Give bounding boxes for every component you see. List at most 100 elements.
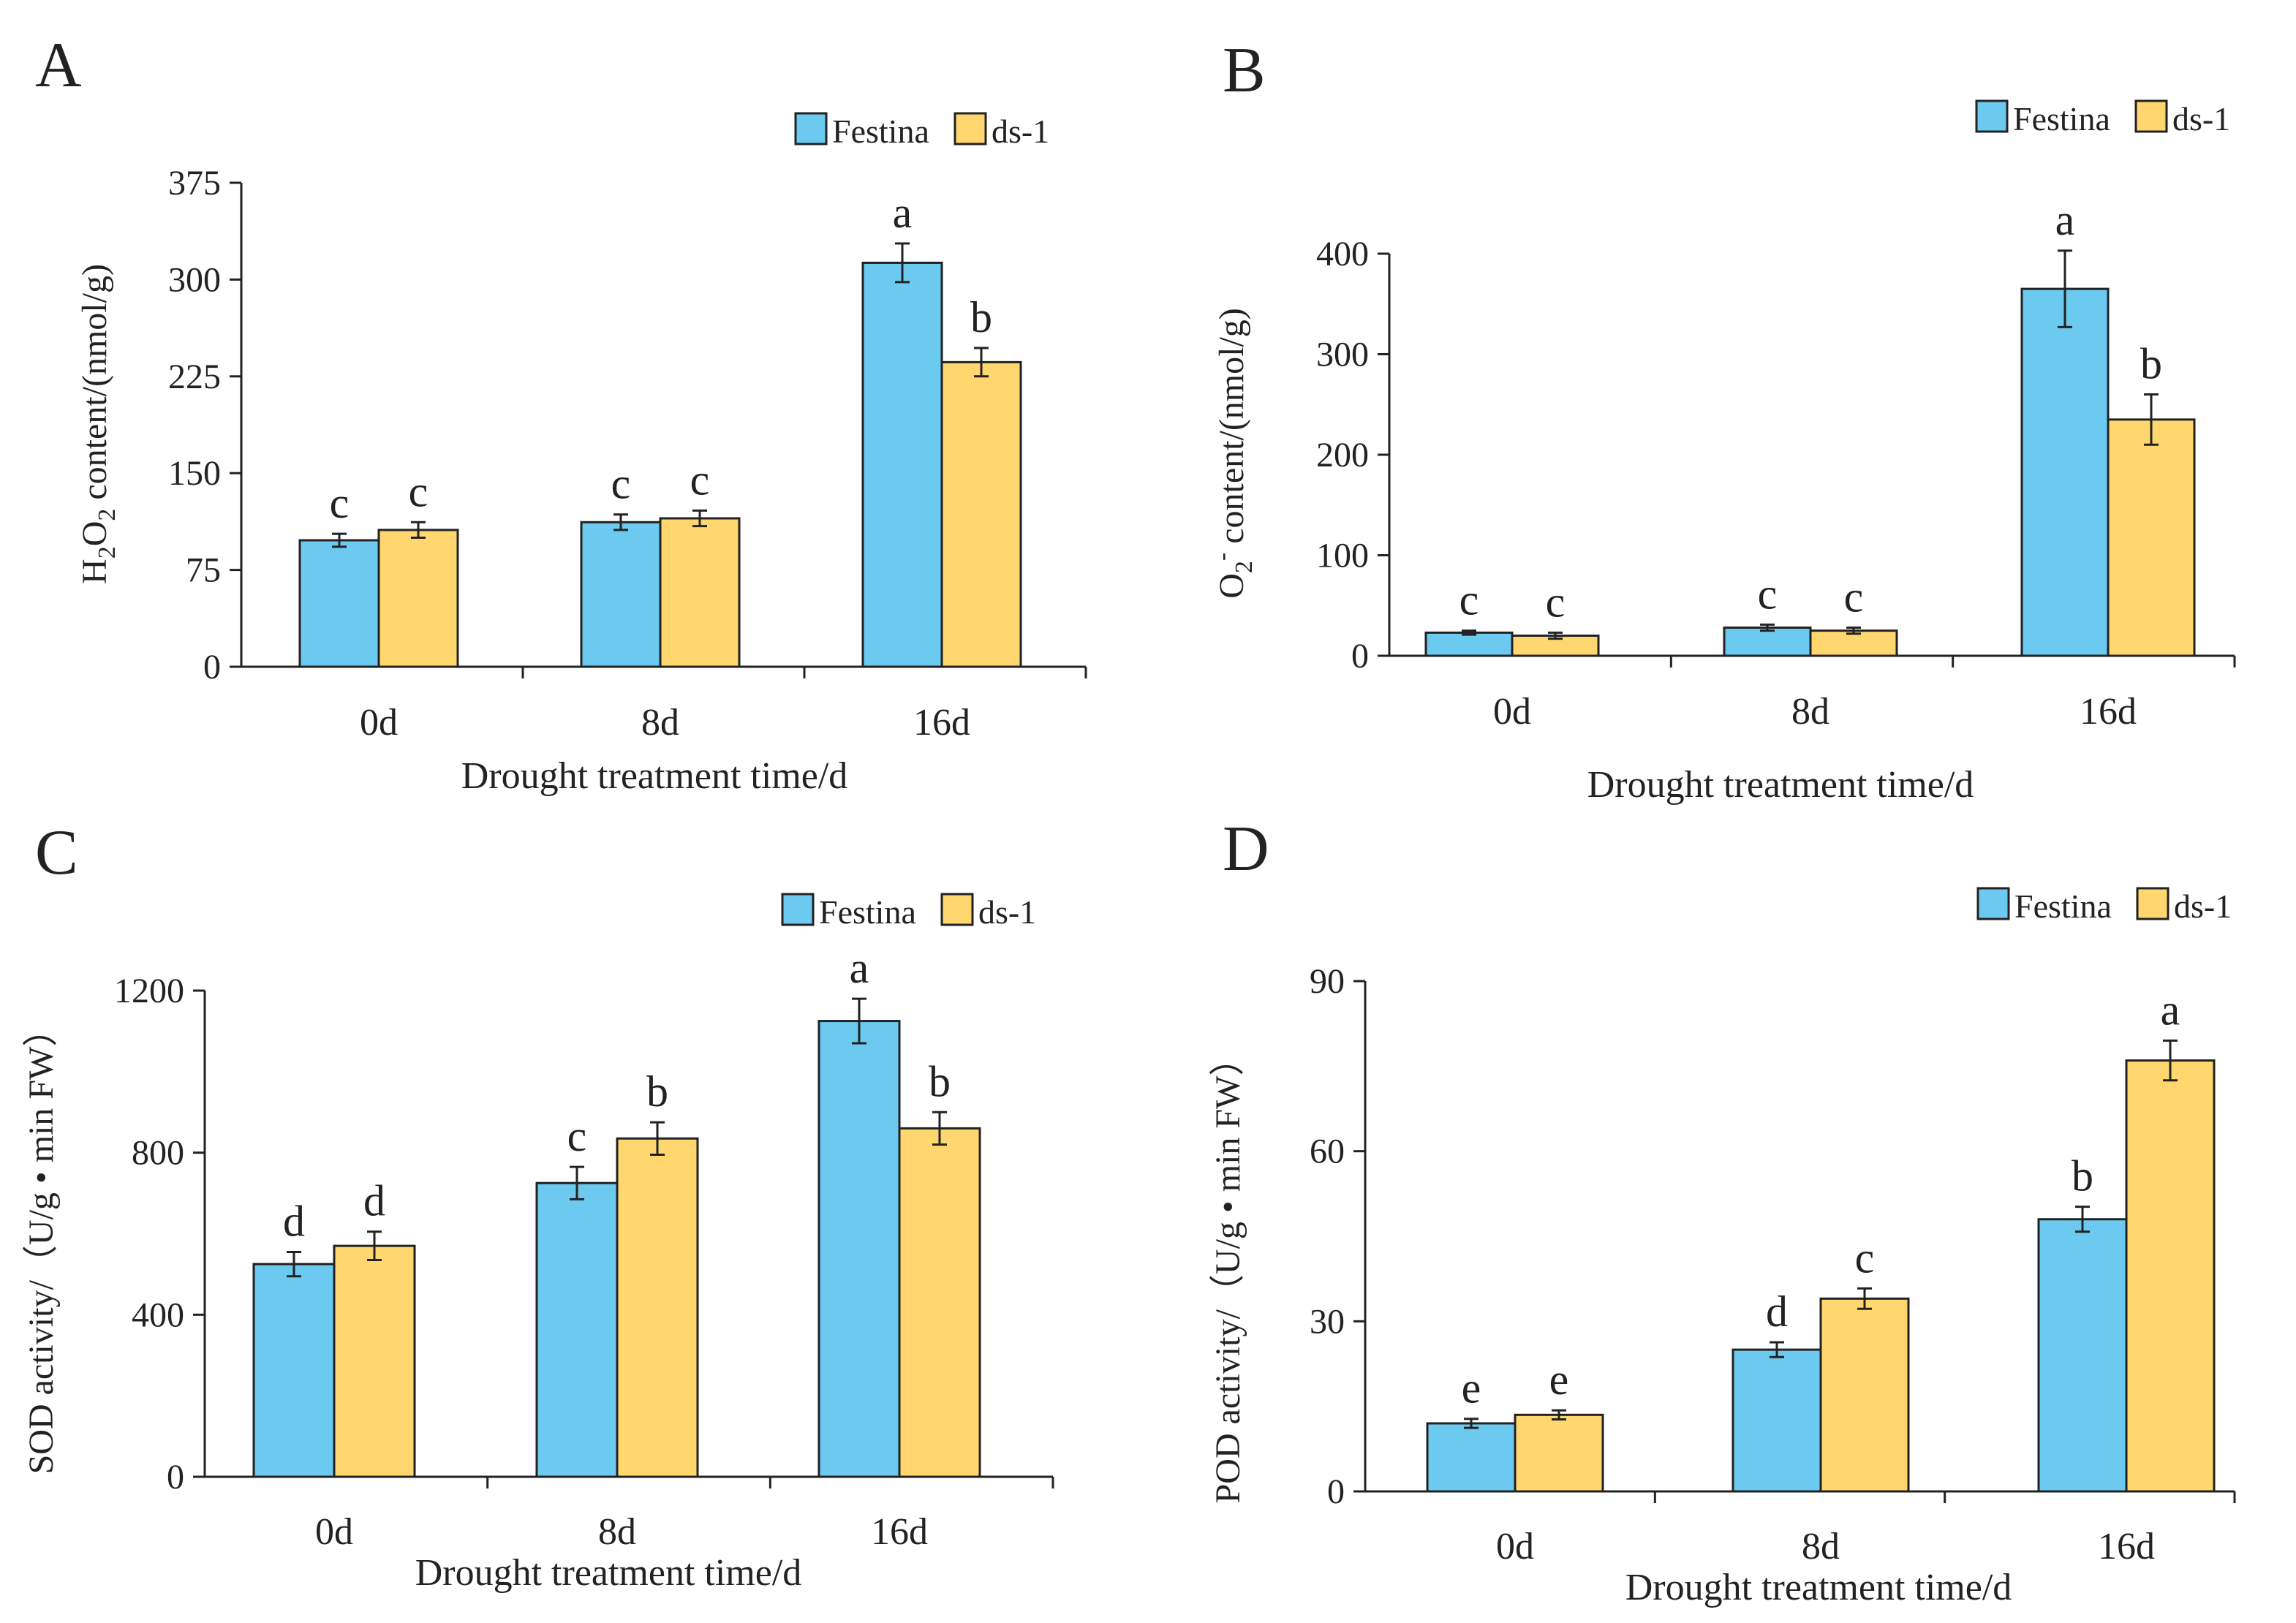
significance-letter: b bbox=[2072, 1152, 2093, 1200]
error-bar bbox=[2075, 1206, 2090, 1233]
y-tick-label: 75 bbox=[186, 551, 221, 590]
error-bar bbox=[1464, 1418, 1479, 1429]
x-category-label: 8d bbox=[1802, 1526, 1840, 1567]
bar-festina-8d bbox=[580, 521, 662, 668]
y-tick-label: 0 bbox=[167, 1458, 184, 1497]
x-axis-title: Drought treatment time/d bbox=[415, 1552, 802, 1594]
significance-letter: c bbox=[567, 1112, 587, 1160]
x-axis-title: Drought treatment time/d bbox=[1587, 764, 1974, 806]
x-category-label: 0d bbox=[315, 1511, 353, 1553]
significance-letter: c bbox=[409, 467, 428, 515]
bar-festina-16d bbox=[2020, 287, 2110, 657]
significance-letter: c bbox=[1844, 573, 1864, 621]
bar-ds1-8d bbox=[1809, 629, 1898, 657]
legend: Festina ds-1 bbox=[794, 112, 1049, 150]
x-category-label: 0d bbox=[360, 702, 398, 744]
x-category-label: 16d bbox=[2098, 1526, 2155, 1567]
x-category-label: 8d bbox=[1791, 691, 1829, 733]
error-bar bbox=[2163, 1039, 2178, 1082]
significance-letter: a bbox=[893, 189, 913, 237]
bar-ds1-8d bbox=[659, 517, 741, 668]
bar-festina-0d bbox=[252, 1263, 336, 1478]
x-category-label: 8d bbox=[641, 702, 679, 744]
error-bar bbox=[692, 509, 707, 528]
y-tick-label: 1200 bbox=[114, 972, 184, 1010]
legend-swatch-festina bbox=[781, 893, 815, 926]
legend-label-festina: Festina bbox=[832, 113, 929, 150]
legend-swatch-ds1 bbox=[2134, 99, 2168, 133]
significance-letter: c bbox=[330, 479, 350, 527]
bar-festina-8d bbox=[1732, 1348, 1822, 1493]
error-bar bbox=[1760, 623, 1775, 632]
y-axis-title: H2O2 content/(nmol/g) bbox=[75, 264, 121, 584]
error-bar bbox=[1552, 1409, 1566, 1421]
bar-festina-16d bbox=[861, 261, 943, 668]
significance-letter: c bbox=[611, 460, 631, 508]
significance-letter: b bbox=[646, 1067, 668, 1116]
y-tick-label: 200 bbox=[1316, 436, 1369, 474]
error-bar bbox=[852, 997, 866, 1045]
bar-festina-8d bbox=[1723, 627, 1812, 657]
y-tick-label: 800 bbox=[132, 1134, 184, 1173]
y-tick-label: 0 bbox=[1351, 637, 1369, 676]
y-axis-title: O2- content/(nmol/g) bbox=[1209, 308, 1258, 599]
legend-label-ds1: ds-1 bbox=[2174, 888, 2232, 925]
significance-letter: a bbox=[850, 944, 869, 992]
legend-label-ds1: ds-1 bbox=[992, 113, 1049, 150]
significance-letter: b bbox=[2140, 340, 2162, 388]
y-title-part: O bbox=[75, 521, 114, 547]
legend-label-festina: Festina bbox=[2014, 888, 2112, 925]
error-bar bbox=[367, 1230, 382, 1262]
bar-ds1-8d bbox=[1819, 1297, 1910, 1493]
y-title-subscript: 2 bbox=[1231, 561, 1258, 573]
bar-ds1-0d bbox=[333, 1244, 416, 1478]
legend-swatch-ds1 bbox=[953, 112, 987, 145]
x-category-label: 0d bbox=[1493, 691, 1531, 733]
significance-letter: a bbox=[2161, 985, 2180, 1034]
y-tick-label: 300 bbox=[1316, 336, 1369, 374]
bar-ds1-16d bbox=[898, 1127, 981, 1478]
bar-ds1-16d bbox=[2107, 418, 2196, 657]
legend-swatch-festina bbox=[1976, 887, 2010, 920]
x-category-label: 16d bbox=[871, 1511, 928, 1553]
error-bar bbox=[570, 1165, 584, 1200]
y-tick-label: 0 bbox=[203, 648, 221, 686]
y-tick-label: 150 bbox=[168, 454, 221, 493]
panel-letter: A bbox=[35, 30, 82, 101]
y-title-part: content/(nmol/g) bbox=[1212, 308, 1251, 553]
x-category-label: 16d bbox=[913, 702, 970, 744]
error-bar bbox=[332, 532, 347, 548]
bar-ds1-16d bbox=[940, 360, 1022, 668]
panel-letter: C bbox=[35, 817, 78, 888]
bar-ds1-0d bbox=[1514, 1413, 1604, 1493]
legend-swatch-festina bbox=[794, 112, 828, 145]
legend: Festina ds-1 bbox=[781, 893, 1036, 931]
y-tick-label: 90 bbox=[1310, 962, 1345, 1001]
significance-letter: d bbox=[1766, 1287, 1788, 1336]
bar-festina-0d bbox=[298, 539, 380, 668]
x-axis-title: Drought treatment time/d bbox=[461, 755, 848, 797]
bar-ds1-8d bbox=[616, 1137, 699, 1478]
y-tick-label: 375 bbox=[168, 164, 221, 203]
y-title-superscript: - bbox=[1209, 553, 1236, 561]
legend-swatch-ds1 bbox=[940, 893, 974, 926]
chart-panel-c: C 0 400 800 1200 d c a d b b 0d 8d 16d Drought treatme… bbox=[22, 817, 1054, 1594]
bar-festina-0d bbox=[1426, 1422, 1517, 1493]
y-axis-title: SOD activity/（U/g • min FW） bbox=[22, 1012, 61, 1475]
legend-label-festina: Festina bbox=[2013, 100, 2110, 137]
legend-swatch-ds1 bbox=[2136, 887, 2170, 920]
significance-letter: c bbox=[1546, 578, 1566, 626]
error-bar bbox=[287, 1250, 301, 1278]
bar-festina-8d bbox=[535, 1181, 619, 1478]
legend-label-ds1: ds-1 bbox=[2172, 100, 2230, 137]
bar-festina-0d bbox=[1424, 631, 1514, 657]
chart-panel-a: A 0 75 150 225 300 375 c c a c c b 0d 8d 16d Drought tre… bbox=[35, 30, 1087, 797]
significance-letter: e bbox=[1462, 1364, 1481, 1412]
panel-letter: D bbox=[1223, 814, 1269, 885]
error-bar bbox=[2144, 393, 2159, 446]
error-bar bbox=[1770, 1341, 1784, 1358]
legend: Festina ds-1 bbox=[1975, 99, 2230, 137]
y-tick-label: 300 bbox=[168, 260, 221, 299]
significance-letter: d bbox=[283, 1197, 305, 1245]
bar-ds1-0d bbox=[377, 529, 459, 668]
